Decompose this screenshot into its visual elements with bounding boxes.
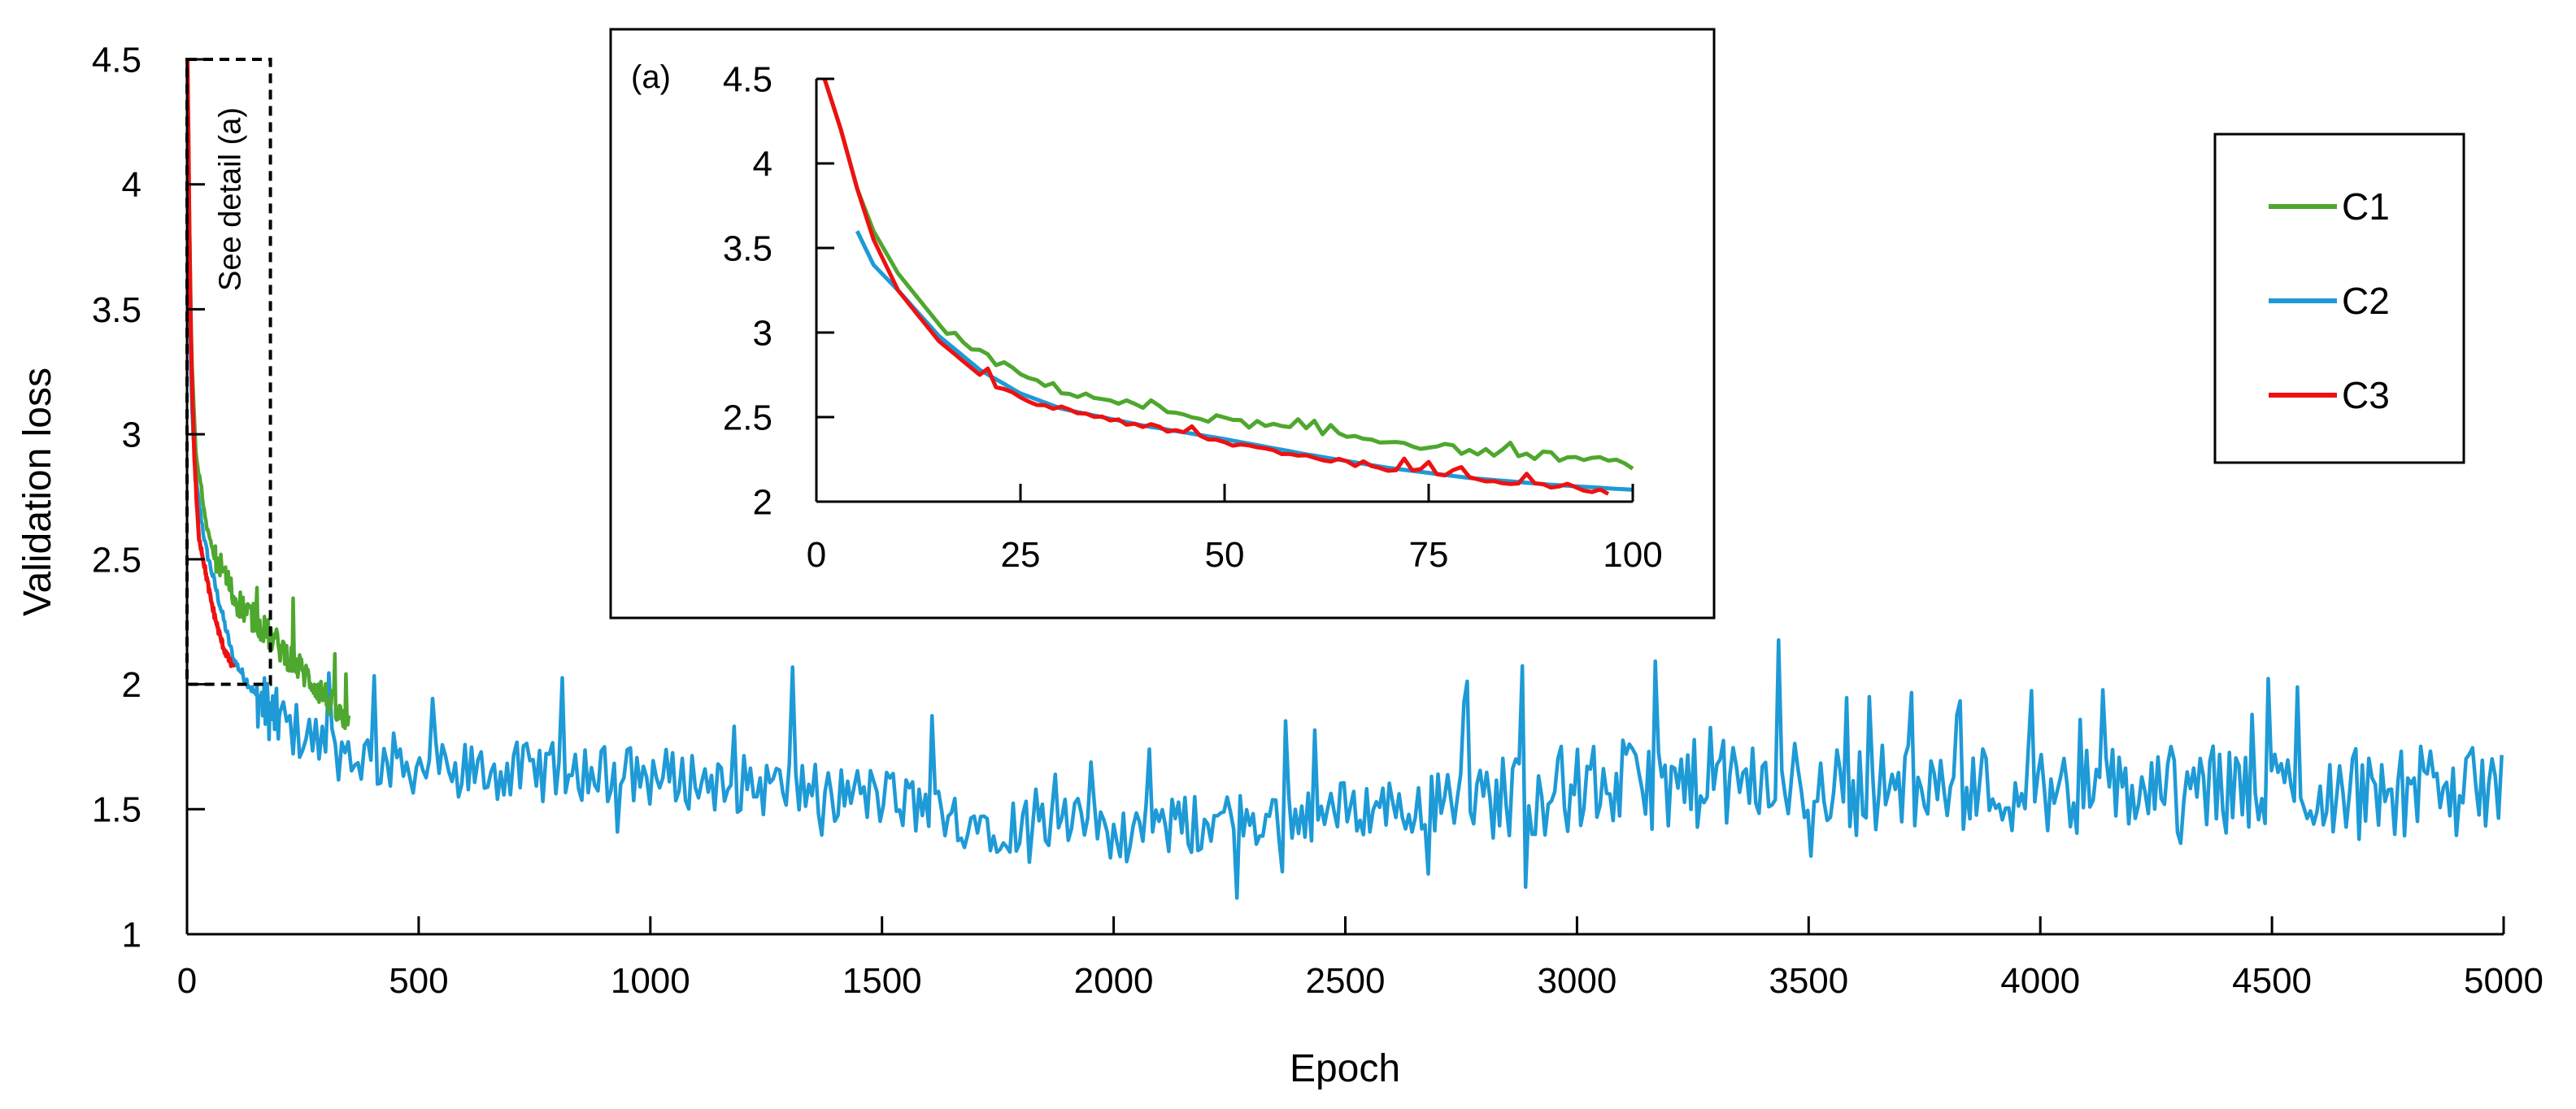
- y-tick-label: 2: [122, 665, 141, 705]
- y-tick-label: 3: [753, 313, 772, 353]
- y-tick-label: 2.5: [92, 540, 141, 580]
- x-axis-title: Epoch: [1290, 1047, 1400, 1090]
- legend-frame: [2213, 133, 2465, 464]
- inset-plot-axes: 0 25 50 75 100 2 2.5 3 3.5 4 4.5: [723, 59, 1663, 575]
- x-tick-label: 0: [177, 961, 197, 1001]
- legend-label-C2: C2: [2342, 280, 2390, 322]
- x-tick-label: 3500: [1769, 961, 1848, 1001]
- x-tick-label: 1000: [611, 961, 690, 1001]
- y-tick-label: 3: [122, 415, 141, 455]
- y-tick-label: 4: [122, 165, 141, 205]
- legend: C1 C2 C3: [2269, 185, 2390, 416]
- inset-plot-series: [822, 78, 1634, 496]
- y-tick-label: 2: [753, 482, 772, 522]
- y-tick-label: 2.5: [723, 398, 772, 437]
- x-tick-label: 2000: [1074, 961, 1154, 1001]
- x-tick-label: 5000: [2464, 961, 2543, 1001]
- y-axis-title: Validation loss: [16, 367, 59, 616]
- inset-label: (a): [631, 59, 671, 95]
- main-plot-axes: 0 500 1000 1500 2000 2500 3000 3500 4000 4500 5000…: [92, 40, 2543, 1001]
- main-series-C1: [185, 59, 351, 730]
- main-series-C2: [187, 282, 2504, 900]
- inset-series-C1: [822, 78, 1634, 471]
- x-tick-label: 75: [1409, 535, 1449, 575]
- y-tick-label: 1: [122, 915, 141, 955]
- x-tick-label: 4500: [2232, 961, 2312, 1001]
- legend-label-C3: C3: [2342, 374, 2390, 416]
- y-tick-label: 4.5: [92, 40, 141, 80]
- y-tick-label: 3.5: [92, 290, 141, 330]
- inset-series-C3: [822, 78, 1610, 496]
- y-tick-label: 1.5: [92, 790, 141, 830]
- y-tick-label: 4: [753, 144, 772, 184]
- x-tick-label: 3000: [1537, 961, 1617, 1001]
- detail-box: [185, 58, 272, 686]
- main-series-C3: [185, 59, 236, 668]
- detail-label: See detail (a): [213, 107, 247, 291]
- x-tick-label: 1500: [842, 961, 922, 1001]
- x-tick-label: 25: [1001, 535, 1041, 575]
- y-tick-label: 4.5: [723, 59, 772, 99]
- x-tick-label: 50: [1205, 535, 1245, 575]
- legend-label-C1: C1: [2342, 185, 2390, 228]
- x-tick-label: 500: [389, 961, 448, 1001]
- main-plot-series: [185, 59, 2504, 900]
- x-tick-label: 4000: [2000, 961, 2080, 1001]
- x-tick-label: 100: [1603, 535, 1662, 575]
- x-tick-label: 0: [807, 535, 826, 575]
- inset-frame: [609, 28, 1716, 620]
- x-tick-label: 2500: [1306, 961, 1386, 1001]
- y-tick-label: 3.5: [723, 228, 772, 268]
